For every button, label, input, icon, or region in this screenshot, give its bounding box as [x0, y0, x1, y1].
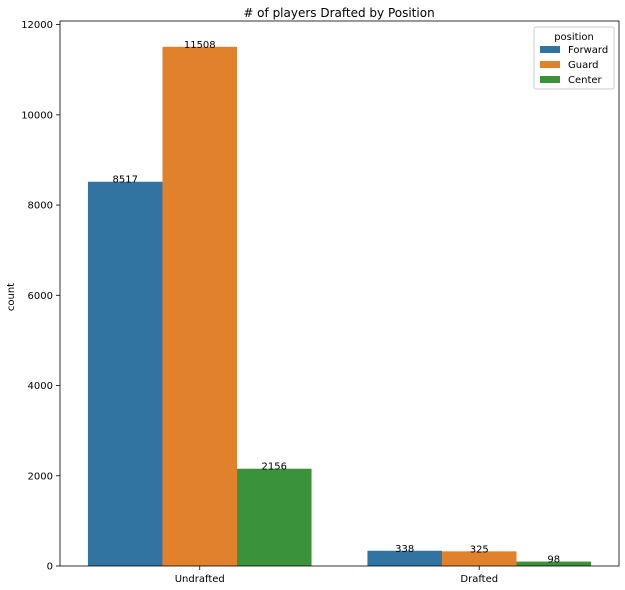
bar-center-undrafted — [237, 468, 312, 566]
y-axis-label: count — [6, 283, 17, 311]
plot-area: 8517 11508 2156 338 325 98 — [87, 40, 592, 567]
axes: Undrafted Drafted 0 2000 4000 6000 8000 10000 12… — [21, 20, 620, 585]
x-tick-label: Drafted — [460, 574, 498, 585]
chart-title: # of players Drafted by Position — [243, 6, 434, 20]
legend: position Forward Guard Center — [533, 26, 615, 90]
data-label: 2156 — [262, 462, 287, 473]
x-tick-label: Undrafted — [175, 574, 225, 585]
legend-swatch-center — [540, 76, 560, 83]
y-tick-label: 2000 — [28, 471, 53, 482]
y-tick-label: 4000 — [28, 381, 53, 392]
legend-title: position — [554, 32, 594, 43]
data-label: 325 — [470, 544, 489, 555]
legend-swatch-guard — [540, 61, 560, 68]
y-tick-label: 12000 — [21, 20, 53, 31]
y-tick-label: 10000 — [21, 110, 53, 121]
data-label: 11508 — [184, 40, 216, 51]
data-label: 8517 — [112, 175, 137, 186]
bar-forward-drafted — [367, 550, 442, 566]
bar-guard-drafted — [441, 551, 517, 566]
bar-forward-undrafted — [87, 181, 163, 566]
legend-entry-center: Center — [568, 75, 603, 86]
data-label: 338 — [395, 544, 414, 555]
legend-box — [533, 26, 615, 90]
legend-entry-forward: Forward — [568, 45, 608, 56]
legend-swatch-forward — [540, 46, 560, 53]
data-label: 98 — [547, 555, 560, 566]
y-tick-label: 0 — [47, 562, 53, 573]
bar-center-drafted — [516, 561, 592, 566]
plot-frame — [59, 20, 620, 567]
y-tick-label: 8000 — [28, 201, 53, 212]
legend-entry-guard: Guard — [568, 60, 599, 71]
y-tick-label: 6000 — [28, 291, 53, 302]
bar-guard-undrafted — [162, 46, 238, 567]
